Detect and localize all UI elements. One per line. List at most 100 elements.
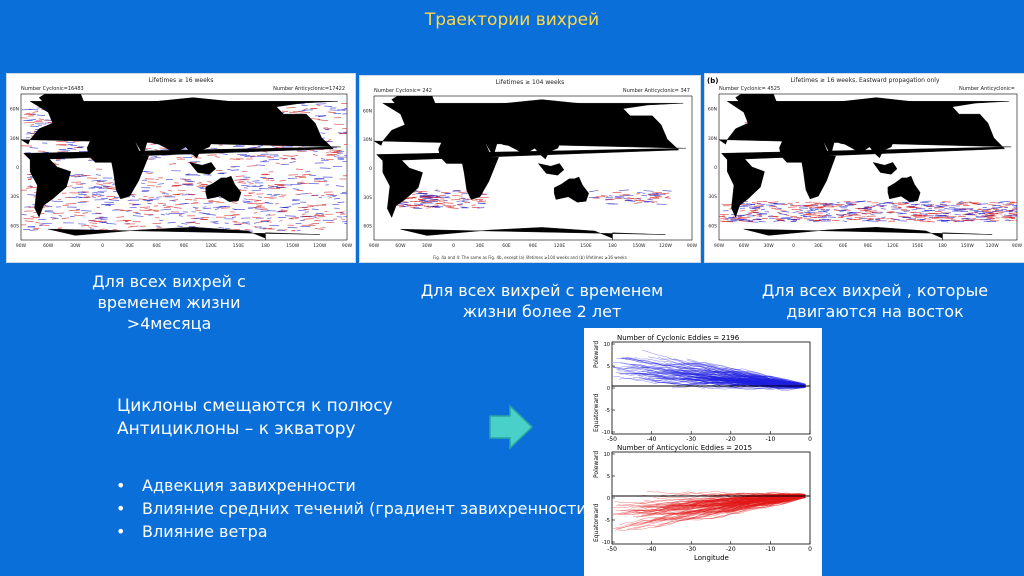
y-tick-label: -5 [605,408,610,414]
x-tick-label: -10 [765,546,775,553]
map-count-cyclonic: Number Cyclonic= 4525 [719,86,780,92]
map-svg: Lifetimes ≥ 16 weeks, Eastward propagati… [707,77,1023,249]
map-lon-tick: 120W [659,243,673,249]
map-lon-tick: 150W [632,243,646,249]
map-lon-tick: 150E [912,243,924,249]
map-lat-tick: 60N [708,107,717,113]
map-lon-tick: 90W [687,243,698,249]
map-lon-tick: 90W [1012,243,1023,249]
map-header: Lifetimes ≥ 16 weeks, Eastward propagati… [790,77,940,84]
map-panel-letter: (b) [707,77,718,85]
map-lon-tick: 90E [529,243,538,249]
x-tick-label: -30 [686,546,696,553]
cyclonic-y-ticks: 10 5 0 -5 -10 [602,342,615,436]
map-lon-tick: 120W [986,243,1000,249]
map-lon-tick: 90W [16,243,27,249]
y-tick-label: 10 [604,342,610,348]
map-lon-tick: 30W [764,243,775,249]
map-lon-tick: 90E [864,243,873,249]
x-axis-label: Longitude [694,554,729,562]
map-lat-tick: 60S [708,223,717,229]
map-lon-tick: 0 [101,243,104,249]
map-lon-tick: 0 [792,243,795,249]
eddy-tracks-figure: Number of Cyclonic Eddies = 2196 Polewar… [584,328,822,576]
eddy-map-two-years: Lifetimes ≥ 104 weeks Number Cyclonic= 24… [359,75,701,263]
map-count-cyclonic: Number Cyclonic= 242 [374,88,432,94]
map-lon-tick: 90W [342,243,353,249]
x-tick-label: -50 [607,436,617,443]
map-lat-tick: 30N [363,137,372,143]
x-tick-label: -40 [647,436,657,443]
caption-all-eddies: Для всех вихрей с временем жизни >4месяц… [92,272,246,333]
map-lon-tick: 60W [739,243,750,249]
y-label-equatorward-top: Equatorward [593,393,600,432]
map-count-cyclonic: Number Cyclonic=16483 [21,86,84,92]
map-svg: Lifetimes ≥ 16 weeks Number Cyclonic=1648… [10,77,353,249]
main-text-line-cyclones: Циклоны смещаются к полюсу [117,396,393,416]
map-lon-tick: 120E [205,243,217,249]
x-tick-label: -50 [607,546,617,553]
map-count-anticyclonic: Number Anticyclonic=17422 [273,86,345,92]
x-tick-label: -40 [647,546,657,553]
map-lat-tick: 0 [16,165,19,171]
y-tick-label: -5 [605,518,610,524]
map-lat-tick: 30N [10,136,19,142]
x-tick-label: 0 [808,436,812,443]
map-lon-tick: 30E [476,243,485,249]
map-lat-tick: 30S [708,194,717,200]
anticyclonic-y-ticks: 10 5 0 -5 -10 [602,452,615,546]
map-lon-tick: 180 [261,243,270,249]
x-tick-label: -20 [726,436,736,443]
x-tick-label: 0 [808,546,812,553]
y-label-poleward-bottom: Poleward [593,451,600,478]
y-tick-label: -10 [602,430,610,436]
map-lon-tick: 150W [286,243,300,249]
bullet-item: Влияние ветра [116,520,596,543]
map-lat-tick: 60S [363,224,372,230]
map-count-anticyclonic: Number Anticyclonic= [959,86,1015,92]
bullet-item: Влияние средних течений (градиент завихр… [116,497,596,520]
y-tick-label: 0 [607,496,610,502]
map-lon-tick: 60E [502,243,511,249]
map-lat-tick: 0 [369,166,372,172]
map-lat-tick: 30S [10,194,19,200]
anticyclonic-title: Number of Anticyclonic Eddies = 2015 [617,444,752,452]
bullet-list: Адвекция завихренности Влияние средних т… [116,474,596,543]
map-footer: Fig. 4a and 4: The same as Fig. 4b, exce… [433,255,627,260]
y-tick-label: 0 [607,386,610,392]
map-lon-tick: 60W [395,243,406,249]
map-lat-tick: 30S [363,195,372,201]
map-svg: Lifetimes ≥ 104 weeks Number Cyclonic= 24… [363,79,698,260]
map-lon-tick: 150E [580,243,592,249]
map-lon-tick: 180 [938,243,947,249]
anticyclonic-x-ticks: -50 -40 -30 -20 -10 0 [607,541,812,553]
bullet-item: Адвекция завихренности [116,474,596,497]
y-tick-label: 5 [607,474,610,480]
main-text-line-anticyclones: Антициклоны – к экватору [117,419,356,439]
y-tick-label: 10 [604,452,610,458]
map-lon-tick: 0 [452,243,455,249]
map-lon-tick: 60E [153,243,162,249]
map-lon-tick: 90W [369,243,380,249]
map-lon-tick: 120E [554,243,566,249]
map-count-anticyclonic: Number Anticyclonic= 347 [623,88,690,94]
eddy-map-eastward: Lifetimes ≥ 16 weeks, Eastward propagati… [704,73,1024,263]
map-lon-tick: 120W [313,243,327,249]
map-lon-tick: 150W [961,243,975,249]
caption-two-years: Для всех вихрей с временем жизни более 2… [420,281,664,321]
cyclonic-tracks [612,349,807,391]
slide-title: Траектории вихрей [424,10,600,30]
y-tick-label: 5 [607,364,610,370]
map-lon-tick: 30E [125,243,134,249]
x-tick-label: -20 [726,546,736,553]
map-lon-tick: 150E [233,243,245,249]
tracks-svg: Number of Cyclonic Eddies = 2196 Polewar… [593,334,812,562]
map-lon-tick: 30E [814,243,823,249]
map-lon-tick: 180 [608,243,617,249]
map-lon-tick: 60E [839,243,848,249]
x-tick-label: -30 [686,436,696,443]
map-lon-tick: 90E [180,243,189,249]
main-text: Циклоны смещаются к полюсу Антициклоны –… [117,395,393,441]
map-lat-tick: 60N [10,107,19,113]
map-lat-tick: 0 [714,165,717,171]
